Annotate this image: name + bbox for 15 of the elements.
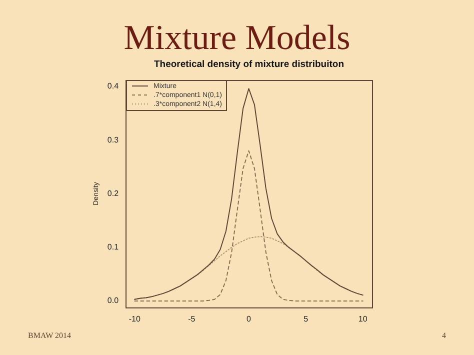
- x-tick-label: -5: [188, 314, 196, 324]
- y-tick-label: 0.0: [107, 296, 120, 306]
- x-tick-label: 0: [246, 314, 252, 324]
- y-tick-label: 0.3: [107, 135, 120, 144]
- chart-title: Mixture Models: [122, 18, 352, 58]
- text: 4: [442, 331, 446, 340]
- chart-subtitle: Theoretical density of mixture distribuiton: [152, 59, 346, 70]
- x-tick-label: 10: [358, 314, 368, 324]
- y-tick-label: 0.1: [107, 242, 120, 252]
- line-series: [134, 150, 364, 302]
- x-tick-label: 5: [304, 314, 309, 324]
- x-tick-label: -10: [128, 314, 141, 324]
- text: BMAW 2014: [28, 331, 71, 340]
- y-tick-label: 0.2: [107, 188, 120, 198]
- y-tick-label: 0.4: [107, 82, 120, 91]
